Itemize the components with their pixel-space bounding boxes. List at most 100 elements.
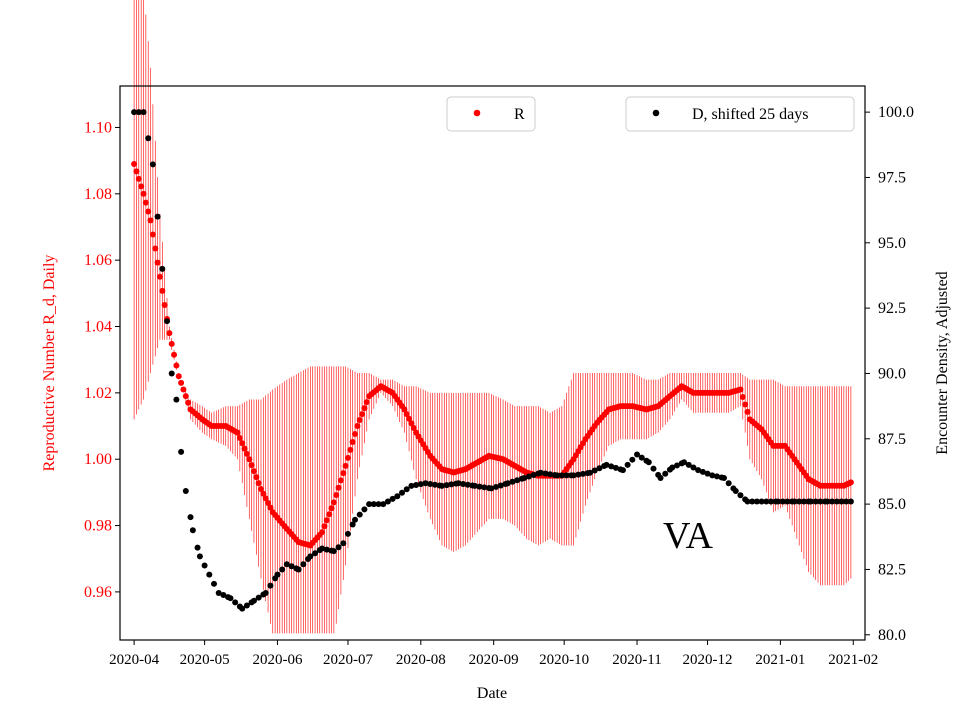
d-point <box>443 482 450 489</box>
d-point <box>504 480 511 487</box>
r-point <box>255 480 262 487</box>
r-point <box>363 399 370 406</box>
r-point <box>342 462 349 469</box>
x-tick-label: 2020-12 <box>683 652 733 668</box>
r-point <box>319 529 326 536</box>
d-point <box>488 485 495 492</box>
d-point <box>279 566 286 573</box>
d-point <box>250 597 257 604</box>
r-point <box>744 408 751 415</box>
d-point <box>349 521 356 528</box>
d-point <box>662 470 669 477</box>
d-point <box>775 498 782 505</box>
d-point <box>384 498 391 505</box>
right-tick-label: 90.0 <box>878 365 906 382</box>
right-tick-label: 100.0 <box>878 104 914 121</box>
d-point <box>681 459 688 466</box>
d-point <box>847 498 854 505</box>
d-point <box>554 472 561 479</box>
x-tick-label: 2020-06 <box>252 652 302 668</box>
x-tick-label: 2020-09 <box>469 652 519 668</box>
d-point <box>427 480 434 487</box>
d-point <box>173 396 180 403</box>
r-point <box>185 399 192 406</box>
left-axis: 0.96 0.98 1.00 1.02 1.04 1.06 1.08 1.10 <box>84 119 120 601</box>
r-point <box>178 379 185 386</box>
d-point <box>753 498 760 505</box>
r-point <box>406 415 413 422</box>
r-point <box>173 362 180 369</box>
r-point <box>260 490 267 497</box>
d-point <box>211 580 218 587</box>
d-point <box>422 480 429 487</box>
d-point <box>833 498 840 505</box>
r-point <box>359 411 366 418</box>
d-point <box>295 566 302 573</box>
d-point <box>720 474 727 481</box>
d-point <box>344 530 351 537</box>
r-point <box>149 231 156 238</box>
d-point <box>135 109 142 116</box>
d-point <box>300 561 307 568</box>
left-axis-title: Reproductive Number R_d, Daily <box>41 255 58 472</box>
legend-r-box <box>446 96 536 132</box>
plot-frame <box>119 85 866 641</box>
right-tick-label: 80.0 <box>878 627 906 644</box>
d-point <box>159 265 166 272</box>
d-point <box>563 472 570 479</box>
d-point <box>638 454 645 461</box>
d-point <box>356 511 363 518</box>
d-point <box>685 461 692 468</box>
r-point <box>737 386 744 393</box>
d-point <box>274 571 281 578</box>
r-point <box>739 394 746 401</box>
left-tick-label: 0.98 <box>84 518 112 535</box>
r-point <box>156 273 163 280</box>
right-tick-label: 85.0 <box>878 496 906 513</box>
d-point <box>704 470 711 477</box>
d-point <box>791 498 798 505</box>
r-point <box>145 208 152 215</box>
r-point <box>742 401 749 408</box>
r-point <box>847 479 854 486</box>
d-series <box>131 109 854 612</box>
x-tick-label: 2020-10 <box>539 652 589 668</box>
left-tick-label: 1.06 <box>84 252 112 269</box>
d-point <box>154 213 161 220</box>
d-point <box>267 582 274 589</box>
r-point <box>161 301 168 308</box>
d-point <box>464 481 471 488</box>
r-point <box>234 429 241 436</box>
d-point <box>239 605 246 612</box>
d-point <box>709 472 716 479</box>
d-point <box>399 489 406 496</box>
d-point <box>650 465 657 472</box>
r-point <box>138 183 145 190</box>
d-point <box>220 592 227 599</box>
d-point <box>413 481 420 488</box>
r-point <box>330 499 337 506</box>
d-point <box>312 550 319 557</box>
r-point <box>253 474 260 481</box>
r-point <box>250 468 257 475</box>
r-point <box>265 499 272 506</box>
r-point <box>243 450 250 457</box>
d-point <box>530 471 537 478</box>
right-tick-label: 97.5 <box>878 169 906 186</box>
d-point <box>587 469 594 476</box>
d-point <box>525 473 532 480</box>
r-point <box>323 517 330 524</box>
d-point <box>695 467 702 474</box>
d-point <box>319 545 326 552</box>
x-axis-title: Date <box>477 685 507 702</box>
r-point <box>133 168 140 175</box>
r-point <box>326 511 333 518</box>
legend-d: D, shifted 25 days <box>625 96 855 132</box>
d-point <box>558 472 565 479</box>
r-point <box>340 470 347 477</box>
right-axis: 80.0 82.5 85.0 87.5 90.0 92.5 95.0 97.5 100.0 <box>865 104 914 644</box>
legend-d-box <box>625 96 855 132</box>
d-point <box>140 109 147 116</box>
r-point <box>349 438 356 445</box>
d-point <box>612 464 619 471</box>
